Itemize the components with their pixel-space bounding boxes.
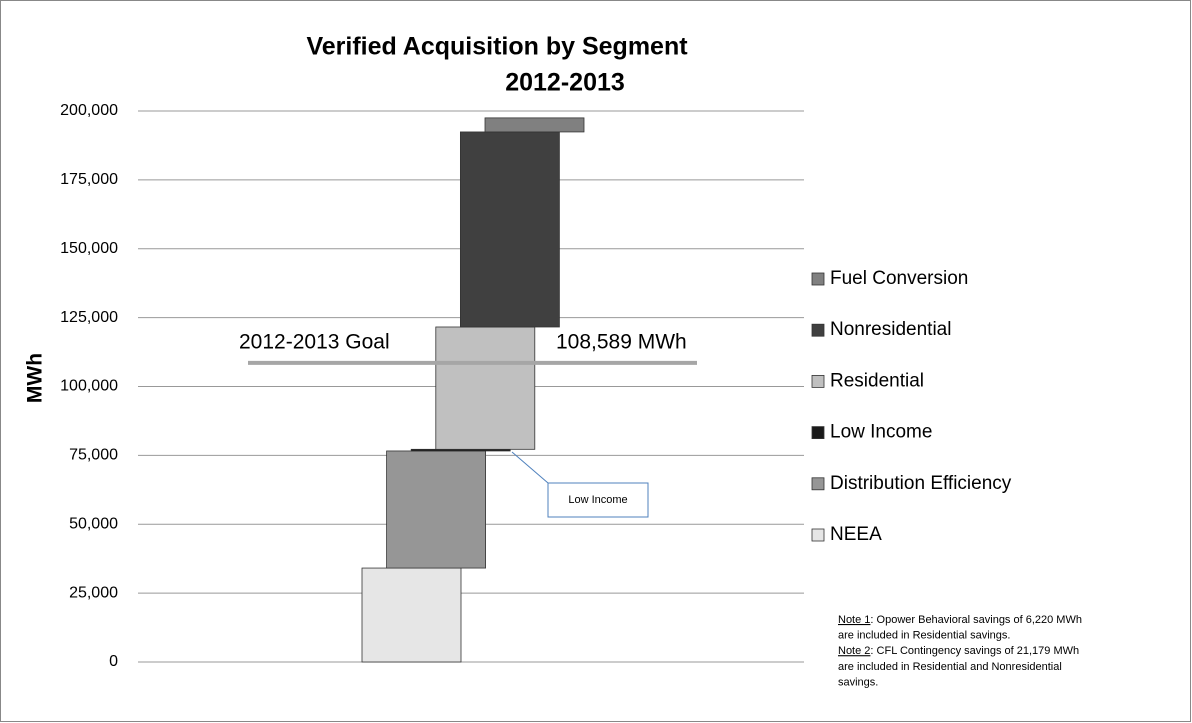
legend-label: NEEA	[830, 524, 882, 545]
y-axis-label: MWh	[24, 353, 47, 403]
note-text: are included in Residential savings.	[838, 630, 1010, 642]
callout-text: Low Income	[568, 494, 627, 506]
legend-label: Distribution Efficiency	[830, 473, 1012, 494]
note-label: Note 1	[838, 614, 870, 626]
legend-label: Fuel Conversion	[830, 268, 968, 289]
y-tick-label: 200,000	[60, 102, 118, 119]
note-line: are included in Residential savings.	[838, 630, 1010, 642]
legend-label: Low Income	[830, 422, 932, 443]
note-label: Note 2	[838, 645, 870, 657]
bar	[386, 450, 487, 569]
callout-box	[547, 482, 649, 518]
legend-swatch	[811, 272, 825, 286]
legend-swatch	[811, 477, 825, 491]
y-tick-label: 0	[109, 653, 118, 670]
note-text: are included in Residential and Nonresid…	[838, 661, 1062, 673]
note-line: Note 1: Opower Behavioral savings of 6,2…	[838, 614, 1082, 626]
goal-name: 2012-2013 Goal	[239, 330, 390, 353]
bar	[361, 567, 462, 663]
legend-swatch	[811, 323, 825, 337]
note-line: Note 2: CFL Contingency savings of 21,17…	[838, 645, 1079, 657]
note-line: savings.	[838, 676, 878, 688]
note-line: are included in Residential and Nonresid…	[838, 661, 1062, 673]
legend-label: Residential	[830, 370, 924, 391]
y-tick-label: 25,000	[69, 584, 118, 601]
bar	[459, 131, 560, 328]
chart-title: Verified Acquisition by Segment	[306, 33, 688, 61]
callout-leader	[511, 451, 549, 484]
goal-label: 108,589 MWh	[556, 330, 687, 353]
y-tick-label: 75,000	[69, 447, 118, 464]
note-text: : CFL Contingency savings of 21,179 MWh	[870, 645, 1079, 657]
y-tick-label: 125,000	[60, 309, 118, 326]
bar	[484, 117, 585, 133]
y-tick-label: 150,000	[60, 240, 118, 257]
y-tick-label: 175,000	[60, 171, 118, 188]
y-tick-label: 100,000	[60, 378, 118, 395]
y-tick-label: 50,000	[69, 515, 118, 532]
legend-label: Nonresidential	[830, 319, 951, 340]
legend-swatch	[811, 528, 825, 542]
note-text: savings.	[838, 676, 878, 688]
bar	[435, 326, 536, 450]
legend-swatch	[811, 374, 825, 388]
legend-swatch	[811, 426, 825, 440]
chart-subtitle: 2012-2013	[505, 69, 625, 97]
note-text: : Opower Behavioral savings of 6,220 MWh	[870, 614, 1082, 626]
